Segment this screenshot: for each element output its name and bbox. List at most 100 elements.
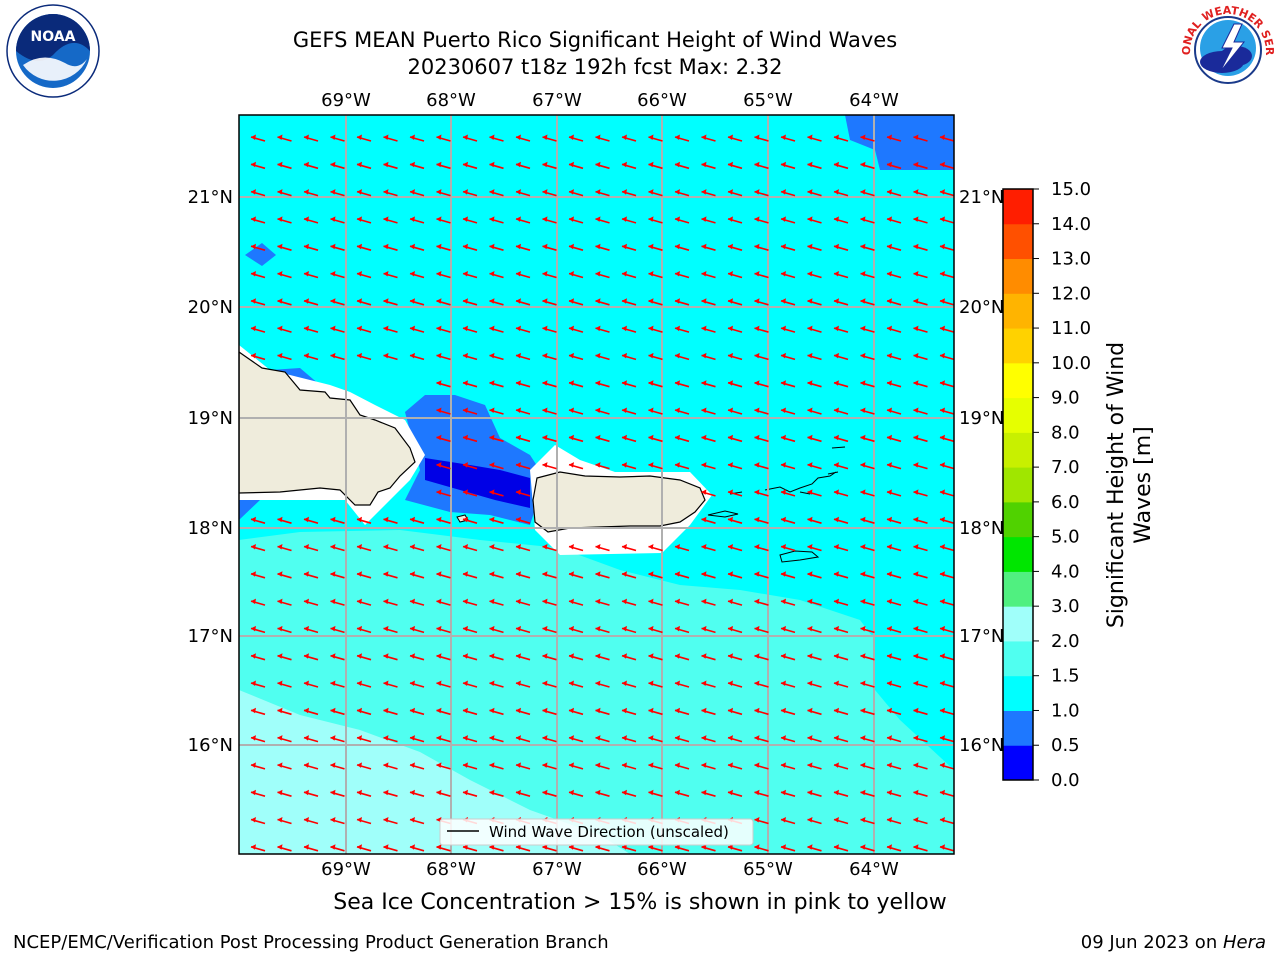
wave-direction-arrow — [383, 544, 398, 552]
wave-direction-arrow — [727, 844, 743, 852]
wave-direction-arrow — [383, 844, 398, 852]
wave-direction-arrow — [833, 298, 849, 306]
colorbar-swatch — [1003, 189, 1033, 225]
wave-direction-arrow — [383, 735, 398, 743]
wave-direction-arrow — [886, 571, 902, 579]
wave-direction-arrow — [621, 598, 637, 606]
wave-direction-arrow — [939, 434, 954, 443]
wave-direction-arrow — [727, 243, 743, 251]
wave-direction-arrow — [303, 271, 319, 279]
wave-direction-arrow — [913, 216, 928, 224]
wave-direction-arrow — [754, 489, 769, 497]
wave-direction-arrow — [648, 762, 663, 770]
wave-direction-arrow — [674, 571, 690, 579]
wave-direction-arrow — [913, 271, 928, 279]
wave-direction-arrow — [807, 516, 822, 524]
wave-direction-arrow — [303, 735, 319, 743]
wave-direction-arrow — [542, 571, 557, 579]
wave-direction-arrow — [515, 298, 531, 306]
wave-direction-arrow — [462, 216, 478, 224]
wave-direction-arrow — [383, 817, 398, 825]
wave-direction-arrow — [462, 161, 478, 170]
wave-direction-arrow — [489, 735, 504, 743]
wave-direction-arrow — [409, 653, 425, 661]
wave-direction-arrow — [595, 625, 610, 634]
wave-direction-arrow — [489, 325, 504, 333]
wave-direction-arrow — [515, 271, 531, 279]
wave-direction-arrow — [754, 735, 769, 743]
wave-direction-arrow — [383, 571, 398, 579]
wave-direction-arrow — [595, 352, 610, 361]
wave-direction-arrow — [489, 680, 504, 688]
wave-direction-arrow — [356, 161, 372, 170]
wave-direction-arrow — [409, 789, 425, 797]
wave-direction-arrow — [886, 516, 902, 524]
wave-direction-arrow — [515, 325, 531, 333]
wave-direction-arrow — [515, 380, 531, 388]
wave-direction-arrow — [489, 462, 504, 470]
wave-direction-arrow — [489, 762, 504, 770]
wave-direction-arrow — [542, 789, 557, 797]
wave-direction-arrow — [303, 817, 319, 825]
wave-direction-arrow — [250, 653, 266, 661]
wave-direction-arrow — [621, 735, 637, 743]
wave-direction-arrow — [807, 789, 822, 797]
colorbar-swatch — [1003, 675, 1033, 711]
wave-direction-arrow — [621, 380, 637, 388]
wave-direction-arrow — [462, 653, 478, 661]
wave-direction-arrow — [436, 571, 451, 579]
wave-direction-arrow — [913, 817, 928, 825]
wave-direction-arrow — [860, 789, 875, 797]
wave-direction-arrow — [727, 680, 743, 688]
wave-direction-arrow — [621, 680, 637, 688]
wave-direction-arrow — [754, 352, 769, 361]
wave-direction-arrow — [303, 189, 319, 197]
wave-direction-arrow — [674, 598, 690, 606]
wave-direction-arrow — [780, 762, 796, 770]
wave-direction-arrow — [542, 762, 557, 770]
wave-direction-arrow — [913, 325, 928, 333]
lon-label-top: 64°W — [849, 90, 899, 111]
colorbar-tick-label: 4.0 — [1051, 561, 1080, 582]
wave-direction-arrow — [568, 134, 584, 142]
wave-direction-arrow — [886, 817, 902, 825]
wave-direction-arrow — [330, 325, 345, 333]
wave-direction-arrow — [515, 598, 531, 606]
wave-direction-arrow — [754, 298, 769, 306]
wave-direction-arrow — [409, 544, 425, 552]
wave-direction-arrow — [913, 161, 928, 170]
wave-direction-arrow — [568, 762, 584, 770]
wave-direction-arrow — [833, 243, 849, 251]
wave-direction-arrow — [648, 462, 663, 470]
wave-direction-arrow — [568, 544, 584, 552]
wave-direction-arrow — [939, 489, 954, 497]
wave-direction-arrow — [595, 434, 610, 443]
wave-direction-arrow — [409, 189, 425, 197]
chart-title: GEFS MEAN Puerto Rico Significant Height… — [292, 28, 898, 52]
wave-direction-arrow — [489, 161, 504, 170]
wave-direction-arrow — [913, 762, 928, 770]
wave-direction-arrow — [913, 516, 928, 524]
wave-direction-arrow — [913, 571, 928, 579]
wave-direction-arrow — [250, 625, 266, 634]
wave-direction-arrow — [621, 298, 637, 306]
wave-direction-arrow — [807, 489, 822, 497]
wave-direction-arrow — [674, 161, 690, 170]
wave-direction-arrow — [436, 407, 451, 415]
wave-direction-arrow — [754, 844, 769, 852]
wave-direction-arrow — [277, 680, 292, 688]
wave-direction-arrow — [701, 489, 716, 497]
wave-direction-arrow — [277, 789, 292, 797]
wave-direction-arrow — [303, 844, 319, 852]
wave-direction-arrow — [462, 571, 478, 579]
wave-direction-arrow — [409, 352, 425, 361]
wave-direction-arrow — [860, 844, 875, 852]
wave-direction-arrow — [542, 380, 557, 388]
lat-label-right: 19°N — [959, 408, 1004, 429]
wave-direction-arrow — [250, 735, 266, 743]
wave-direction-arrow — [568, 161, 584, 170]
wave-direction-arrow — [807, 243, 822, 251]
wave-direction-arrow — [568, 380, 584, 388]
colorbar-swatch — [1003, 328, 1033, 364]
wave-direction-arrow — [303, 544, 319, 552]
